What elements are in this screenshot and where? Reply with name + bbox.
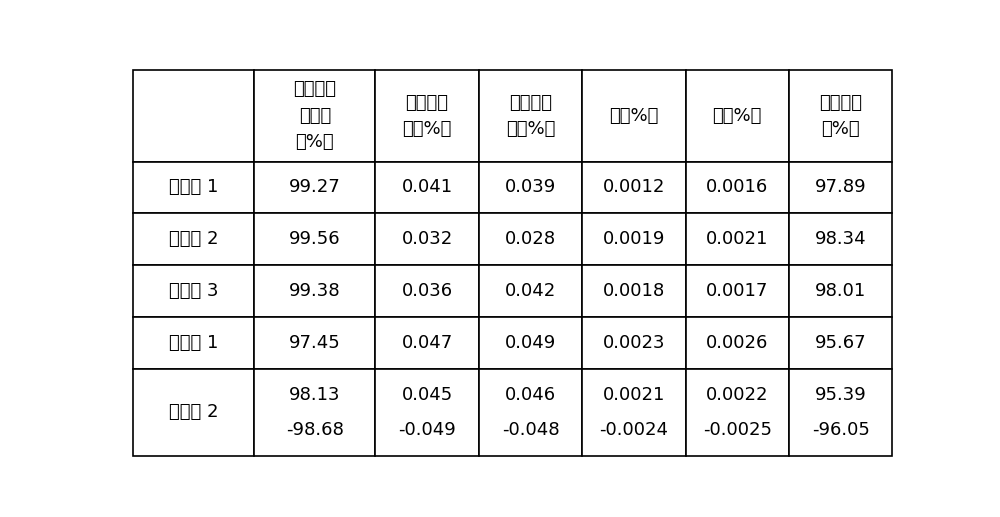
Bar xyxy=(254,161,375,214)
Bar xyxy=(582,369,686,456)
Text: 97.89: 97.89 xyxy=(815,178,866,196)
Bar xyxy=(375,214,479,265)
Text: 98.01: 98.01 xyxy=(815,282,866,300)
Text: 99.27: 99.27 xyxy=(289,178,341,196)
Bar xyxy=(254,70,375,161)
Text: 二水磷酸
锌含量
（%）: 二水磷酸 锌含量 （%） xyxy=(293,80,336,151)
Bar xyxy=(789,161,892,214)
Bar xyxy=(375,265,479,317)
Text: 0.032: 0.032 xyxy=(401,230,453,248)
Bar xyxy=(686,70,789,161)
Bar xyxy=(133,214,254,265)
Text: 95.67: 95.67 xyxy=(815,333,866,352)
Text: 实施例 2: 实施例 2 xyxy=(169,230,218,248)
Text: 97.45: 97.45 xyxy=(289,333,341,352)
Bar xyxy=(479,369,582,456)
Text: 0.041: 0.041 xyxy=(402,178,453,196)
Bar xyxy=(133,265,254,317)
Bar xyxy=(479,161,582,214)
Text: 98.13
-98.68: 98.13 -98.68 xyxy=(286,386,344,439)
Bar xyxy=(479,214,582,265)
Text: 0.0018: 0.0018 xyxy=(603,282,665,300)
Text: 0.045
-0.049: 0.045 -0.049 xyxy=(398,386,456,439)
Text: 99.38: 99.38 xyxy=(289,282,341,300)
Text: 镉（%）: 镉（%） xyxy=(713,107,762,125)
Text: 0.049: 0.049 xyxy=(505,333,556,352)
Bar xyxy=(582,70,686,161)
Bar xyxy=(133,369,254,456)
Text: 98.34: 98.34 xyxy=(815,230,866,248)
Bar xyxy=(133,70,254,161)
Bar xyxy=(254,214,375,265)
Text: 氯离子含
量（%）: 氯离子含 量（%） xyxy=(506,94,555,138)
Text: 对比例 2: 对比例 2 xyxy=(169,403,218,421)
Text: 0.0023: 0.0023 xyxy=(603,333,665,352)
Bar xyxy=(789,70,892,161)
Bar xyxy=(254,265,375,317)
Bar xyxy=(375,317,479,369)
Bar xyxy=(789,214,892,265)
Text: 铅（%）: 铅（%） xyxy=(609,107,659,125)
Bar xyxy=(686,214,789,265)
Text: 95.39
-96.05: 95.39 -96.05 xyxy=(812,386,870,439)
Text: 0.0019: 0.0019 xyxy=(603,230,665,248)
Text: 0.0017: 0.0017 xyxy=(706,282,768,300)
Text: 0.046
-0.048: 0.046 -0.048 xyxy=(502,386,559,439)
Bar xyxy=(789,369,892,456)
Text: 0.036: 0.036 xyxy=(402,282,453,300)
Text: 0.028: 0.028 xyxy=(505,230,556,248)
Bar xyxy=(686,161,789,214)
Text: 99.56: 99.56 xyxy=(289,230,341,248)
Bar xyxy=(686,317,789,369)
Text: 0.0021
-0.0024: 0.0021 -0.0024 xyxy=(599,386,668,439)
Text: 0.039: 0.039 xyxy=(505,178,556,196)
Text: 0.0026: 0.0026 xyxy=(706,333,768,352)
Bar xyxy=(582,161,686,214)
Text: 硫酸根含
量（%）: 硫酸根含 量（%） xyxy=(402,94,452,138)
Bar xyxy=(375,369,479,456)
Bar xyxy=(479,70,582,161)
Bar xyxy=(133,317,254,369)
Bar xyxy=(686,265,789,317)
Text: 0.042: 0.042 xyxy=(505,282,556,300)
Bar xyxy=(789,317,892,369)
Bar xyxy=(375,161,479,214)
Text: 实施例 1: 实施例 1 xyxy=(169,178,218,196)
Bar xyxy=(254,369,375,456)
Text: 0.047: 0.047 xyxy=(401,333,453,352)
Bar xyxy=(789,265,892,317)
Bar xyxy=(479,265,582,317)
Bar xyxy=(686,369,789,456)
Bar xyxy=(582,317,686,369)
Text: 产品收率
（%）: 产品收率 （%） xyxy=(819,94,862,138)
Text: 实施例 3: 实施例 3 xyxy=(169,282,218,300)
Text: 0.0012: 0.0012 xyxy=(603,178,665,196)
Text: 对比例 1: 对比例 1 xyxy=(169,333,218,352)
Bar xyxy=(133,161,254,214)
Bar xyxy=(479,317,582,369)
Bar xyxy=(375,70,479,161)
Bar xyxy=(582,265,686,317)
Text: 0.0021: 0.0021 xyxy=(706,230,768,248)
Bar xyxy=(582,214,686,265)
Text: 0.0022
-0.0025: 0.0022 -0.0025 xyxy=(703,386,772,439)
Text: 0.0016: 0.0016 xyxy=(706,178,768,196)
Bar xyxy=(254,317,375,369)
